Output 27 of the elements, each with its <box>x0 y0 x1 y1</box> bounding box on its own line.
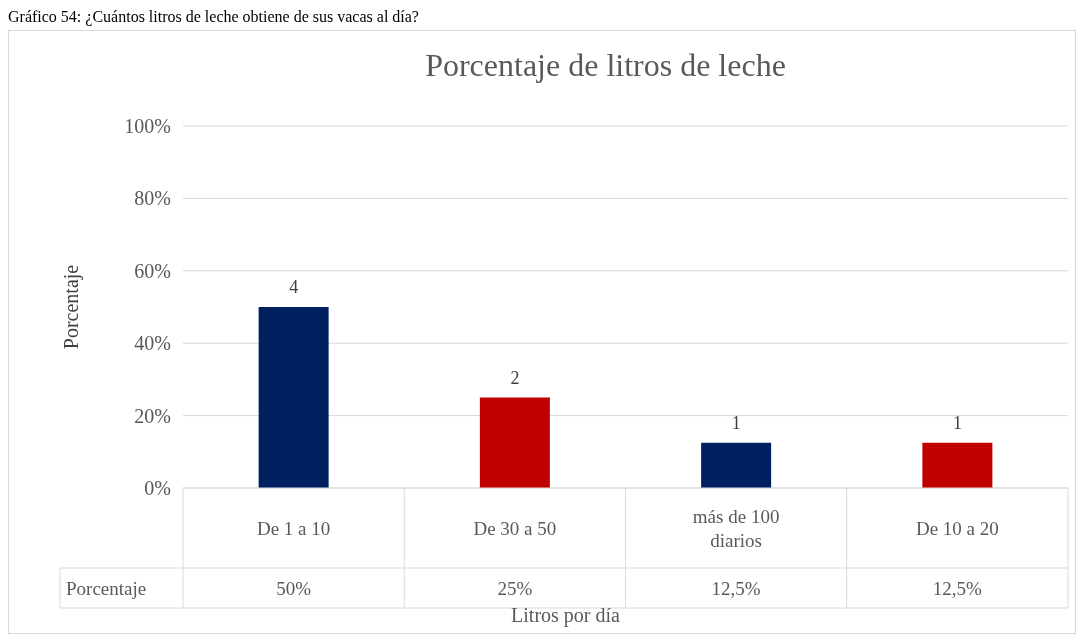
y-tick-label: 20% <box>134 404 171 427</box>
data-label: 25% <box>497 578 533 599</box>
annotation: 1 <box>731 412 741 433</box>
bar <box>258 307 329 488</box>
annotation: 4 <box>289 277 299 297</box>
y-tick-label: 0% <box>144 477 171 499</box>
y-tick-label: 60% <box>134 259 171 282</box>
data-label: 12,5% <box>932 578 983 599</box>
text: Porcentaje <box>66 578 147 599</box>
bar <box>701 442 772 488</box>
x-tick-label: De 10 a 20 <box>915 518 999 539</box>
text: Gráfico 54: ¿Cuántos litros de leche obtiene de sus vacas al día? <box>8 8 419 26</box>
x-tick-label: De 1 a 10 <box>256 518 331 539</box>
annotation: 2 <box>510 367 520 388</box>
x-axis-title: Litros por día <box>511 604 621 627</box>
y-tick-label: 40% <box>134 332 171 355</box>
y-tick-label: 80% <box>134 187 171 210</box>
bar <box>922 442 993 488</box>
data-label: 12,5% <box>711 578 761 599</box>
y-tick-label: 100% <box>124 115 171 137</box>
y-axis-title: Porcentaje <box>60 264 83 350</box>
data-label: 50% <box>276 578 312 599</box>
bar <box>479 397 550 488</box>
annotation: 1 <box>952 412 962 433</box>
chart-title: Porcentaje de litros de leche <box>425 47 786 83</box>
x-tick-label: De 30 a 50 <box>473 518 557 539</box>
x-tick-label: más de 100 diarios <box>692 506 780 551</box>
